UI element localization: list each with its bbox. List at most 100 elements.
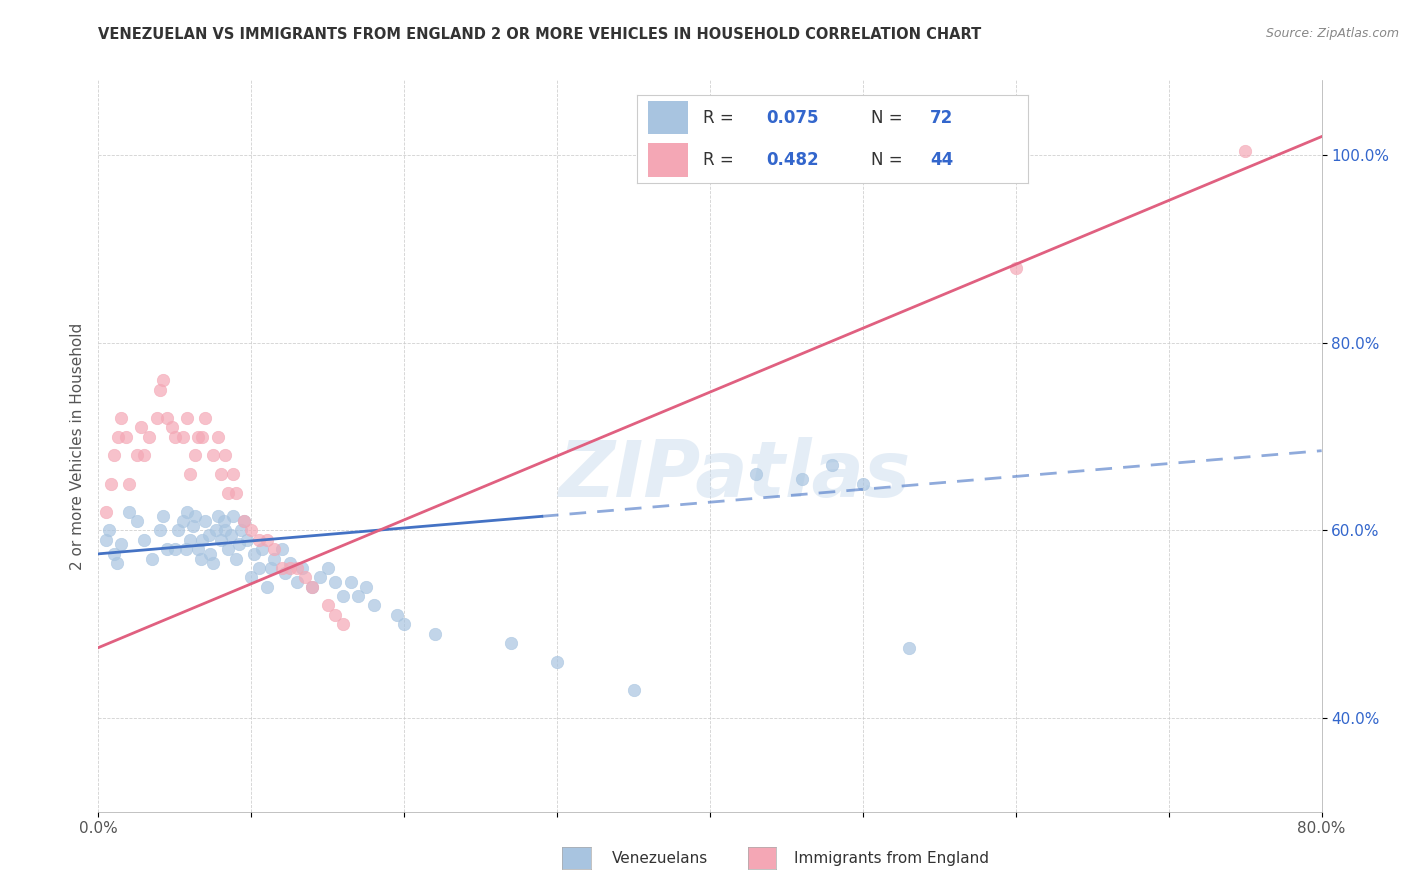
Point <box>163 429 186 443</box>
Point <box>145 410 167 425</box>
Point <box>263 542 285 557</box>
Point <box>110 410 132 425</box>
Point <box>214 449 236 463</box>
Point <box>222 509 245 524</box>
Point <box>167 524 190 538</box>
Point <box>263 551 285 566</box>
Point <box>301 580 323 594</box>
Point <box>163 542 186 557</box>
Point <box>247 561 270 575</box>
Point <box>187 542 209 557</box>
Point <box>392 617 416 632</box>
Point <box>191 533 214 547</box>
Point <box>274 566 297 580</box>
Point <box>821 458 844 472</box>
Point <box>184 509 207 524</box>
Point <box>118 476 141 491</box>
Point <box>325 574 347 589</box>
Point <box>110 537 132 551</box>
Point <box>176 410 198 425</box>
Point <box>385 607 408 622</box>
Point <box>243 547 266 561</box>
Point <box>207 509 229 524</box>
Point <box>623 682 645 697</box>
Point <box>225 486 247 500</box>
Point <box>332 589 354 603</box>
Point <box>160 420 183 434</box>
Point <box>205 524 228 538</box>
Point <box>191 429 214 443</box>
Text: VENEZUELAN VS IMMIGRANTS FROM ENGLAND 2 OR MORE VEHICLES IN HOUSEHOLD CORRELATIO: VENEZUELAN VS IMMIGRANTS FROM ENGLAND 2 … <box>98 27 981 42</box>
Point <box>125 449 148 463</box>
Point <box>179 533 201 547</box>
Point <box>354 580 377 594</box>
Point <box>190 551 212 566</box>
Point <box>270 561 292 575</box>
Point <box>501 636 523 650</box>
Point <box>179 467 201 482</box>
Point <box>176 505 198 519</box>
Point <box>194 514 217 528</box>
Point <box>278 561 301 575</box>
Point <box>103 449 125 463</box>
Point <box>202 449 225 463</box>
Point <box>897 640 920 655</box>
Point <box>222 467 245 482</box>
Point <box>100 476 122 491</box>
Point <box>250 542 273 557</box>
Point <box>141 551 163 566</box>
Point <box>138 429 160 443</box>
Point <box>202 556 225 570</box>
Point <box>745 467 768 482</box>
Point <box>172 514 194 528</box>
Point <box>325 607 347 622</box>
Point <box>174 542 197 557</box>
Point <box>194 410 217 425</box>
Point <box>134 449 156 463</box>
Point <box>285 574 308 589</box>
Point <box>184 449 207 463</box>
Point <box>172 429 194 443</box>
Point <box>207 429 229 443</box>
Point <box>197 528 219 542</box>
Point <box>225 551 247 566</box>
Point <box>118 505 141 519</box>
Point <box>240 524 263 538</box>
Point <box>181 518 204 533</box>
Text: Immigrants from England: Immigrants from England <box>794 851 990 865</box>
Text: Venezuelans: Venezuelans <box>612 851 707 865</box>
Point <box>103 547 125 561</box>
Point <box>291 561 314 575</box>
Point <box>1234 144 1257 158</box>
Point <box>187 429 209 443</box>
Point <box>212 514 235 528</box>
Point <box>149 383 172 397</box>
Point <box>217 542 239 557</box>
Point <box>339 574 361 589</box>
Point <box>294 570 316 584</box>
Point <box>1004 260 1026 275</box>
Point <box>256 580 278 594</box>
Point <box>214 524 236 538</box>
Point <box>423 626 446 640</box>
Point <box>125 514 148 528</box>
Y-axis label: 2 or more Vehicles in Household: 2 or more Vehicles in Household <box>69 322 84 570</box>
Point <box>152 509 174 524</box>
Point <box>209 467 232 482</box>
Point <box>260 561 283 575</box>
Point <box>240 570 263 584</box>
Point <box>247 533 270 547</box>
Text: Source: ZipAtlas.com: Source: ZipAtlas.com <box>1265 27 1399 40</box>
Text: ZIPatlas: ZIPatlas <box>558 437 911 513</box>
Point <box>309 570 332 584</box>
Point <box>129 420 152 434</box>
Point <box>105 556 128 570</box>
Point <box>229 524 252 538</box>
Point <box>790 472 813 486</box>
Point <box>198 547 221 561</box>
Point <box>232 514 254 528</box>
Point <box>156 410 179 425</box>
Point <box>316 561 339 575</box>
Point <box>301 580 323 594</box>
Point <box>347 589 370 603</box>
